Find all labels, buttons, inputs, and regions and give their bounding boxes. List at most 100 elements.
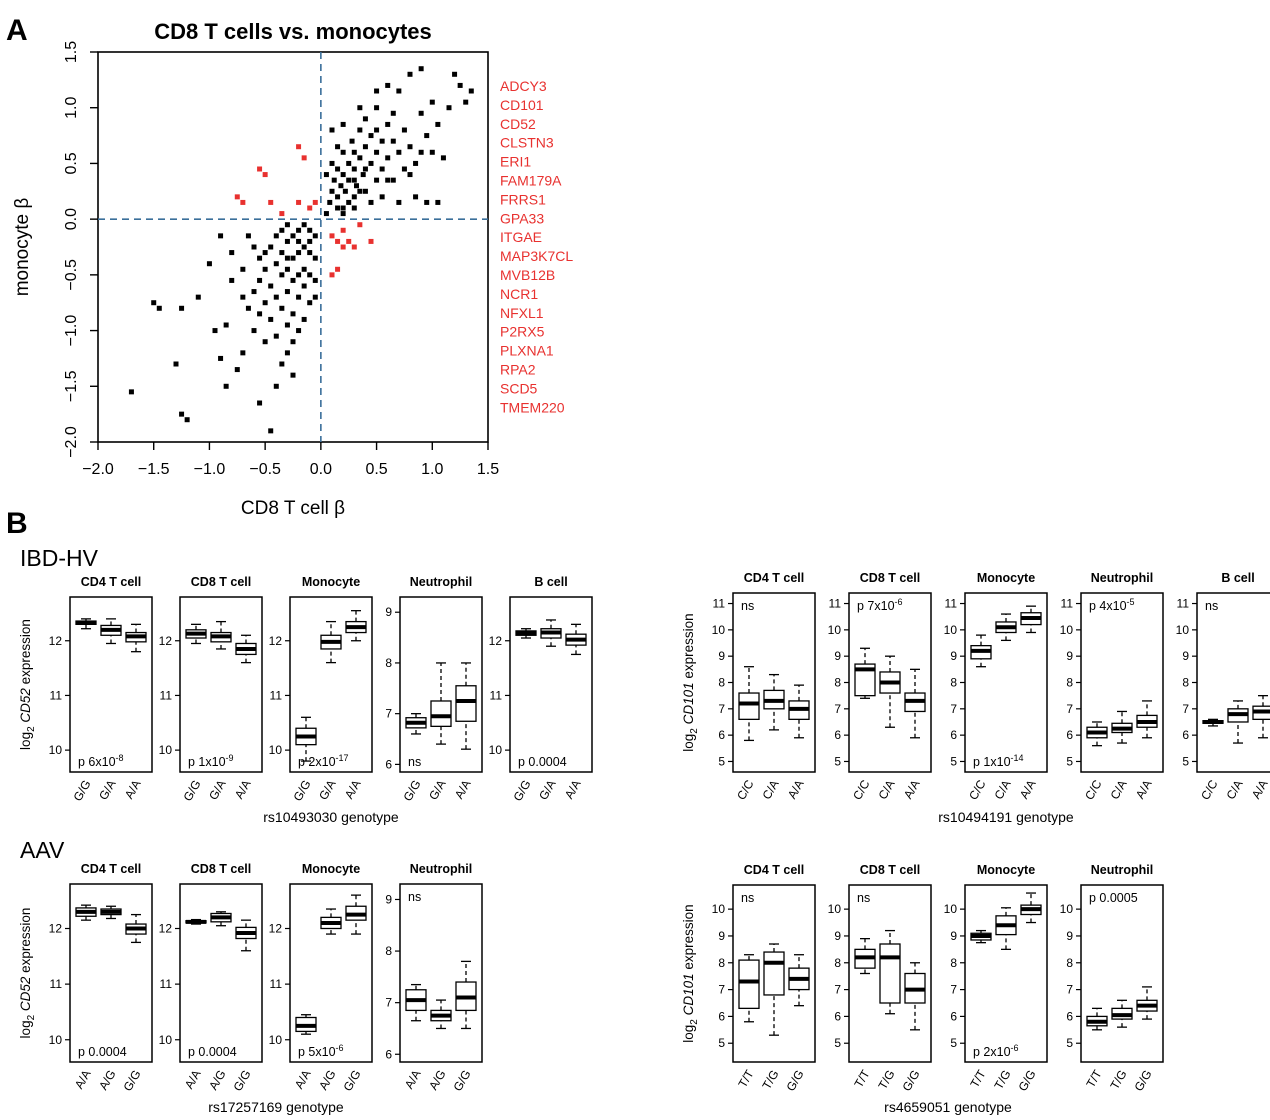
x-tick-label: A/A [122, 778, 144, 802]
panel-title: Monocyte [302, 575, 360, 589]
y-tick-label: −2.0 [63, 426, 80, 458]
box [854, 663, 876, 697]
y-tick-label: 6 [1066, 728, 1073, 742]
cohort-label-ibd: IBD-HV [20, 545, 99, 571]
data-point [368, 133, 374, 139]
boxplot-panel: CD4 T cell 5 6 7 8 9 10 T/T T/G G/G ns [712, 863, 816, 1094]
y-tick-label: 7 [718, 702, 725, 716]
boxplot-panel: CD4 T cell 5 6 7 8 9 10 11 C/C C/A A/A ns [712, 571, 816, 802]
data-point [312, 277, 318, 283]
y-tick-label: 5 [1182, 754, 1189, 768]
data-point [424, 199, 430, 205]
data-point [279, 272, 285, 278]
x-tick-label: T/G [991, 1068, 1013, 1092]
y-tick-label: 7 [385, 996, 392, 1010]
data-point [407, 71, 413, 77]
x-tick-label: C/C [734, 777, 757, 802]
data-point [284, 289, 290, 295]
x-tick-label: G/A [426, 778, 448, 803]
x-tick-label: T/T [735, 1067, 756, 1090]
data-point [457, 82, 463, 88]
y-tick-label: 0.0 [63, 208, 80, 230]
boxplot-panel: Neutrophil 5 6 7 8 9 10 11 C/C C/A A/A p 4x10-5 [1060, 571, 1164, 802]
panel-title: CD8 T cell [860, 571, 920, 585]
x-tick-label: A/G [316, 1068, 338, 1093]
box [738, 692, 760, 721]
data-point [390, 138, 396, 144]
panel-title: CD8 T cell [191, 862, 251, 876]
panel-frame [69, 883, 153, 1063]
data-point [273, 333, 279, 339]
significance-label: p 0.0004 [518, 755, 567, 769]
boxplot-panel: B cell 5 6 7 8 9 10 11 C/C C/A A/A ns [1176, 571, 1270, 802]
data-point [240, 350, 246, 356]
data-point [245, 305, 251, 311]
panel-title: CD8 T cell [860, 863, 920, 877]
data-point [354, 183, 360, 189]
data-point [335, 194, 341, 200]
x-tick-label: C/C [1082, 777, 1105, 802]
y-tick-label: 5 [718, 1036, 725, 1050]
x-tick-label: A/G [426, 1068, 448, 1093]
x-tick-label: G/G [783, 1068, 806, 1094]
x-tick-label: G/A [206, 778, 228, 803]
boxplot-panel: CD8 T cell 5 6 7 8 9 10 11 C/C C/A A/A p 7x10-6 [828, 571, 932, 802]
y-tick-label: 10 [712, 902, 726, 916]
data-point [296, 227, 302, 233]
boxplot-panel: Neutrophil 6 7 8 9 G/G G/A A/A ns [385, 575, 483, 804]
data-point [379, 138, 385, 144]
y-tick-label: 7 [718, 983, 725, 997]
data-point [229, 250, 235, 256]
data-point [346, 177, 352, 183]
data-point [156, 305, 162, 311]
data-point-highlighted [340, 244, 346, 250]
y-tick-label: 6 [718, 1009, 725, 1023]
data-point [463, 99, 469, 105]
y-tick-label: 9 [950, 929, 957, 943]
panel-title: Neutrophil [1091, 571, 1154, 585]
data-point [284, 266, 290, 272]
y-tick-label: −1.0 [63, 315, 80, 347]
data-point [245, 233, 251, 239]
x-tick-label: C/A [759, 778, 781, 802]
panel-title: B cell [534, 575, 567, 589]
highlighted-gene-label: FRRS1 [500, 191, 546, 207]
y-tick-label: 11 [50, 977, 63, 991]
panel-frame [179, 596, 263, 773]
y-tick-label: 8 [385, 944, 392, 958]
boxplot-panel: Neutrophil 6 7 8 9 A/A A/G G/G ns [385, 862, 483, 1094]
panel-title: CD4 T cell [744, 571, 804, 585]
y-axis-label-log: log [18, 732, 33, 750]
boxplot-panel: Monocyte 5 6 7 8 9 10 T/T T/G G/G p 2x10-6 [944, 863, 1048, 1094]
data-point-highlighted [262, 172, 268, 178]
y-tick-label: 6 [385, 1047, 392, 1061]
x-tick-label: A/G [206, 1068, 228, 1093]
boxplot-panel: CD4 T cell 10 11 12 G/G G/A A/A p 6x10-8 [49, 575, 153, 804]
data-point [301, 283, 307, 289]
x-tick-label: A/A [452, 778, 474, 802]
y-tick-label: 6 [1182, 728, 1189, 742]
box [738, 959, 760, 1010]
data-point [418, 66, 424, 72]
y-tick-label: 10 [944, 902, 958, 916]
data-point-highlighted [335, 266, 341, 272]
y-axis-label-suffix: expression [681, 904, 696, 973]
data-point [128, 389, 134, 395]
highlighted-gene-label: ADCY3 [500, 78, 547, 94]
significance-exponent: -6 [336, 1043, 344, 1053]
significance-label: p 7x10-6 [857, 597, 903, 613]
data-point [218, 233, 224, 239]
x-tick-label: G/A [536, 778, 558, 803]
data-point [262, 266, 268, 272]
y-tick-label: 7 [1182, 702, 1189, 716]
x-tick-label: A/A [292, 1068, 314, 1092]
y-tick-label: 9 [1066, 929, 1073, 943]
x-tick-label: A/A [342, 778, 364, 802]
data-point [379, 194, 385, 200]
x-tick-label: A/A [402, 1068, 424, 1092]
x-tick-label: 1.5 [477, 461, 499, 478]
x-tick-label: C/A [991, 778, 1013, 802]
data-point [273, 383, 279, 389]
